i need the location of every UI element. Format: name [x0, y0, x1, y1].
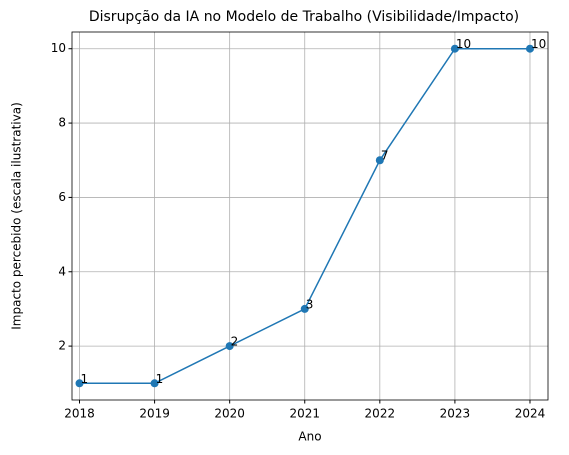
data-label: 10 — [531, 37, 546, 51]
plot-frame — [71, 31, 549, 401]
x-tick-label: 2024 — [515, 407, 546, 421]
data-point — [375, 156, 384, 165]
x-tick-label: 2018 — [64, 407, 95, 421]
x-axis-label: Ano — [298, 430, 321, 444]
y-tick-label: 10 — [51, 41, 66, 55]
data-label: 2 — [231, 335, 239, 349]
y-tick-label: 2 — [58, 339, 66, 353]
y-tick-label: 8 — [58, 116, 66, 130]
x-tick-label: 2023 — [440, 407, 471, 421]
x-tick-label: 2022 — [365, 407, 396, 421]
data-label: 7 — [381, 149, 389, 163]
data-point — [75, 379, 84, 388]
data-point — [525, 44, 534, 53]
y-tick-label: 6 — [58, 190, 66, 204]
y-axis-label: Impacto percebido (escala ilustrativa) — [10, 102, 24, 330]
data-label: 1 — [156, 372, 164, 386]
data-label: 1 — [81, 372, 89, 386]
chart-title: Disrupção da IA no Modelo de Trabalho (V… — [89, 9, 519, 25]
x-tick-label: 2019 — [139, 407, 170, 421]
data-label: 3 — [306, 297, 314, 311]
x-tick-label: 2020 — [214, 407, 245, 421]
data-point — [225, 342, 234, 351]
x-tick-label: 2021 — [289, 407, 320, 421]
y-tick-label: 4 — [58, 264, 66, 278]
data-point — [300, 304, 309, 313]
data-point — [450, 44, 459, 53]
data-label: 10 — [456, 37, 471, 51]
data-point — [150, 379, 159, 388]
